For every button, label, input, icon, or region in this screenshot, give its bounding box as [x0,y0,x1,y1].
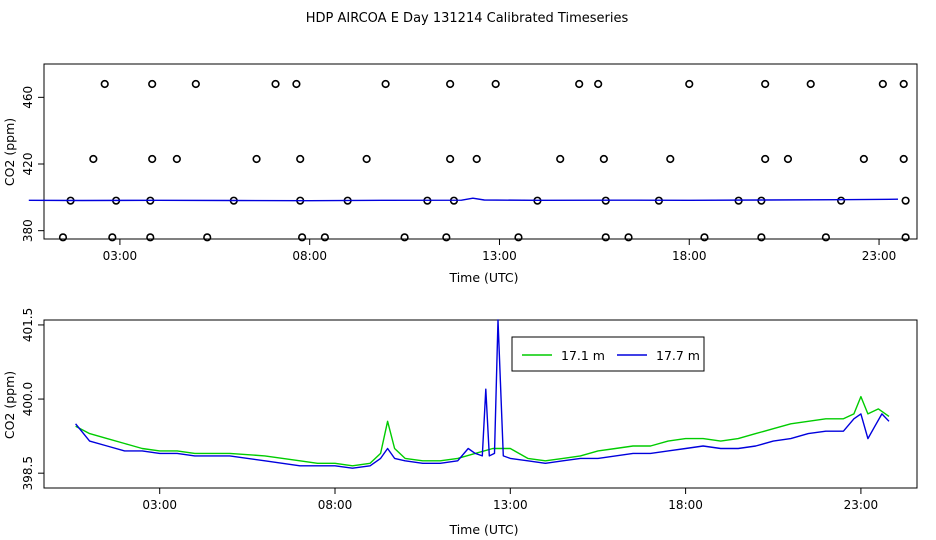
top-data-point [700,233,709,242]
bottom-axes: 03:00 08:00 13:00 18:00 23:00 398.5 400.0 401.5 [21,308,878,512]
figure-title: HDP AIRCOA E Day 131214 Calibrated Times… [306,11,629,26]
top-data-point [381,79,390,89]
top-data-point [146,233,155,242]
bottom-plot-frame [43,319,918,489]
bottom-x-axis-label: Time (UTC) [448,522,518,537]
top-panel: Time (UTC) CO2 (ppm) 03:00 08:00 13:00 18:0… [2,63,918,285]
top-data-point [514,233,523,242]
bottom-x-tick-label: 08:00 [318,498,353,512]
top-data-point [685,79,694,89]
top-data-point [624,233,633,242]
bottom-x-tick-label: 03:00 [142,498,177,512]
top-data-point [761,79,770,89]
top-data-point [298,233,307,242]
legend-label-17-1: 17.1 m [561,348,605,363]
top-points [58,79,910,242]
legend-box [511,336,705,372]
legend: 17.1 m 17.7 m [511,336,705,372]
bottom-y-tick-label: 400.0 [21,382,35,416]
top-data-point [100,79,109,89]
top-data-point [878,79,887,89]
top-data-point [806,79,815,89]
top-data-point [601,233,610,242]
top-data-point [899,154,908,164]
bottom-y-tick-label: 401.5 [21,308,35,342]
top-data-point [191,79,200,89]
top-data-point [491,79,500,89]
bottom-x-tick-label: 13:00 [493,498,528,512]
top-data-point [666,154,675,164]
bottom-x-tick-label: 18:00 [668,498,703,512]
bottom-x-tick-label: 23:00 [844,498,879,512]
top-data-point [836,196,846,205]
top-x-tick-label: 13:00 [482,249,517,263]
top-x-tick-label: 23:00 [862,249,897,263]
top-data-point [203,233,212,242]
bottom-y-axis-label: CO2 (ppm) [2,371,17,439]
bottom-y-tick-label: 398.5 [21,456,35,490]
top-data-point [292,79,301,89]
top-data-point [89,154,98,164]
top-data-point [271,79,280,89]
bottom-series [75,319,890,469]
top-x-tick-label: 18:00 [672,249,707,263]
top-data-point [783,154,793,164]
top-data-point [58,233,68,242]
legend-label-17-7: 17.7 m [656,348,700,363]
top-data-point [148,79,157,89]
top-y-tick-label: 380 [21,219,35,242]
top-data-point [761,154,770,164]
bottom-panel: Time (UTC) CO2 (ppm) 03:00 08:00 13:00 18:0… [2,308,918,537]
top-x-tick-label: 03:00 [103,249,138,263]
top-data-point [320,233,329,242]
top-data-point [400,233,409,242]
top-data-point [148,154,157,164]
top-y-tick-label: 460 [21,86,35,109]
top-data-point [821,233,831,242]
top-data-point [556,154,565,164]
top-data-point [296,154,305,164]
top-data-point [859,154,868,164]
top-data-point [594,79,603,89]
top-axes: 03:00 08:00 13:00 18:00 23:00 380 420 460 [21,86,896,263]
top-series-line [28,197,899,202]
top-data-point [172,154,181,164]
top-y-tick-label: 420 [21,153,35,176]
top-y-axis-label: CO2 (ppm) [2,118,17,186]
top-data-point [901,196,910,205]
top-data-point [362,154,371,164]
top-series [28,197,899,202]
top-x-tick-label: 08:00 [292,249,327,263]
top-data-point [901,233,910,242]
top-data-point [442,233,451,242]
series-17-1-line [75,395,890,467]
top-data-point [252,154,261,164]
top-plot-frame [43,63,918,240]
top-data-point [757,233,766,242]
top-data-point [446,79,455,89]
top-data-point [108,233,117,242]
top-data-point [446,154,455,164]
top-data-point [899,79,908,89]
top-x-axis-label: Time (UTC) [448,270,518,285]
series-17-7-line [75,319,890,469]
top-data-point [575,79,584,89]
top-data-point [599,154,608,164]
top-data-point [472,154,481,164]
